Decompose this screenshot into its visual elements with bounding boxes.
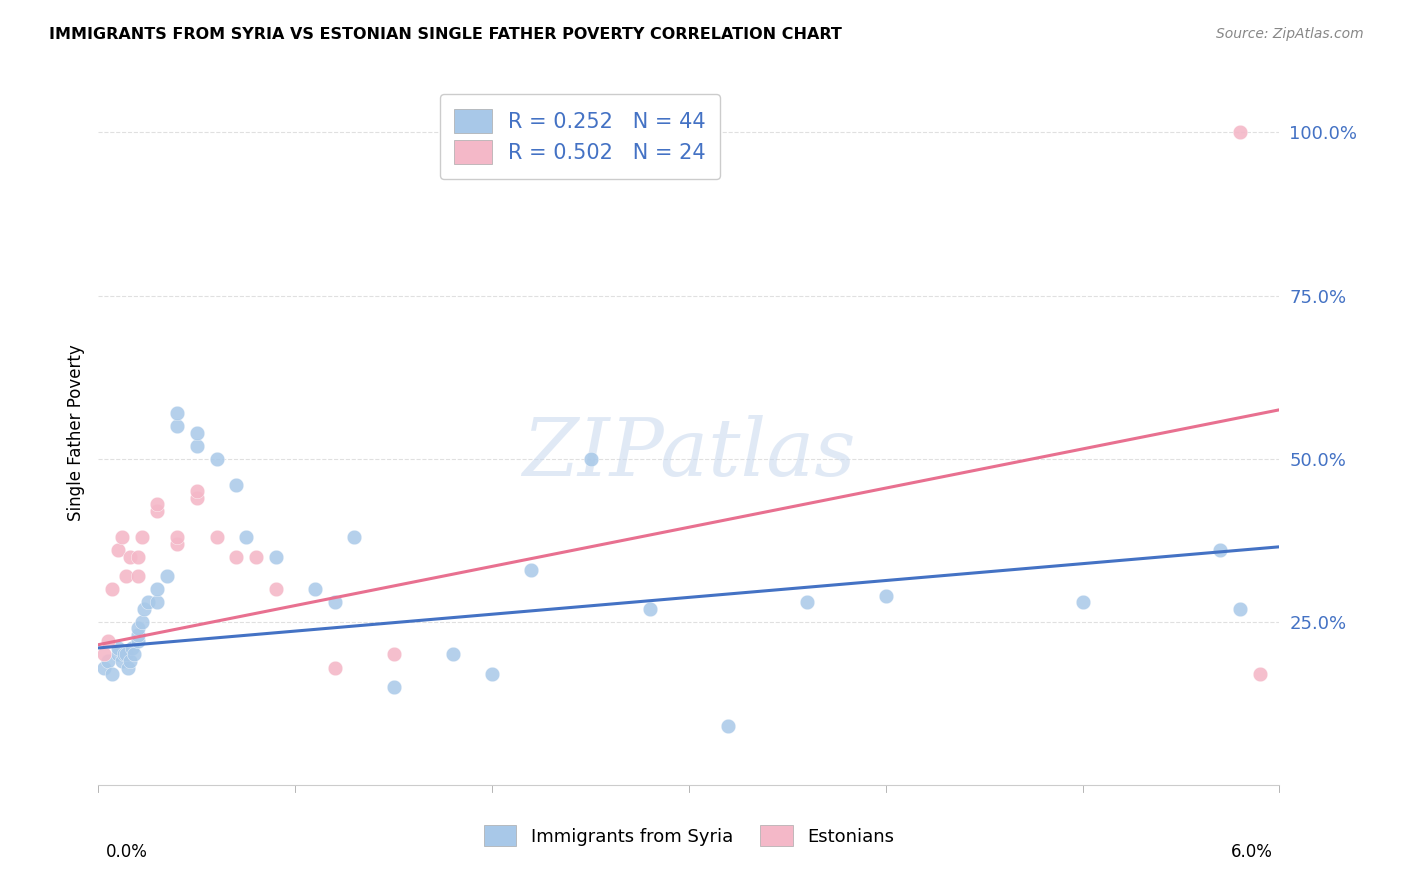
Point <box>131 530 153 544</box>
Point <box>343 530 366 544</box>
Point <box>115 648 138 662</box>
Point <box>245 549 267 564</box>
Y-axis label: Single Father Poverty: Single Father Poverty <box>66 344 84 521</box>
Point <box>127 634 149 648</box>
Point <box>166 406 188 420</box>
Point <box>111 654 134 668</box>
Text: 6.0%: 6.0% <box>1230 843 1272 861</box>
Point <box>235 530 257 544</box>
Point <box>156 569 179 583</box>
Point <box>225 478 247 492</box>
Point <box>796 595 818 609</box>
Point <box>579 451 602 466</box>
Point <box>205 451 228 466</box>
Point <box>1071 595 1094 609</box>
Point <box>118 654 141 668</box>
Point <box>166 536 188 550</box>
Point <box>93 648 115 662</box>
Point <box>101 582 124 597</box>
Point <box>304 582 326 597</box>
Point <box>382 680 405 694</box>
Point <box>111 530 134 544</box>
Point <box>112 648 135 662</box>
Point <box>186 484 208 499</box>
Point <box>638 602 661 616</box>
Point <box>1249 667 1271 681</box>
Point <box>717 719 740 733</box>
Point <box>93 660 115 674</box>
Point <box>107 640 129 655</box>
Point <box>186 439 208 453</box>
Point <box>481 667 503 681</box>
Point <box>146 595 169 609</box>
Point <box>146 497 169 511</box>
Point <box>186 491 208 505</box>
Point <box>166 419 188 434</box>
Point <box>323 595 346 609</box>
Point <box>264 549 287 564</box>
Point <box>131 615 153 629</box>
Point <box>121 640 143 655</box>
Point <box>107 648 129 662</box>
Point <box>115 569 138 583</box>
Point <box>1229 126 1251 140</box>
Point <box>146 582 169 597</box>
Point <box>875 589 897 603</box>
Text: IMMIGRANTS FROM SYRIA VS ESTONIAN SINGLE FATHER POVERTY CORRELATION CHART: IMMIGRANTS FROM SYRIA VS ESTONIAN SINGLE… <box>49 27 842 42</box>
Text: Source: ZipAtlas.com: Source: ZipAtlas.com <box>1216 27 1364 41</box>
Point <box>127 549 149 564</box>
Point <box>186 425 208 440</box>
Point <box>118 549 141 564</box>
Point <box>136 595 159 609</box>
Point <box>264 582 287 597</box>
Point <box>1229 602 1251 616</box>
Point <box>107 543 129 558</box>
Point <box>127 628 149 642</box>
Point <box>132 602 155 616</box>
Point <box>1209 543 1232 558</box>
Point <box>127 569 149 583</box>
Point <box>127 621 149 635</box>
Point <box>323 660 346 674</box>
Point <box>122 648 145 662</box>
Point <box>101 667 124 681</box>
Point <box>97 654 120 668</box>
Point <box>146 504 169 518</box>
Point <box>520 563 543 577</box>
Text: ZIPatlas: ZIPatlas <box>522 415 856 492</box>
Point <box>382 648 405 662</box>
Point <box>441 648 464 662</box>
Point <box>117 660 139 674</box>
Legend: Immigrants from Syria, Estonians: Immigrants from Syria, Estonians <box>472 814 905 857</box>
Point <box>205 530 228 544</box>
Text: 0.0%: 0.0% <box>105 843 148 861</box>
Point <box>166 530 188 544</box>
Point <box>225 549 247 564</box>
Point <box>97 634 120 648</box>
